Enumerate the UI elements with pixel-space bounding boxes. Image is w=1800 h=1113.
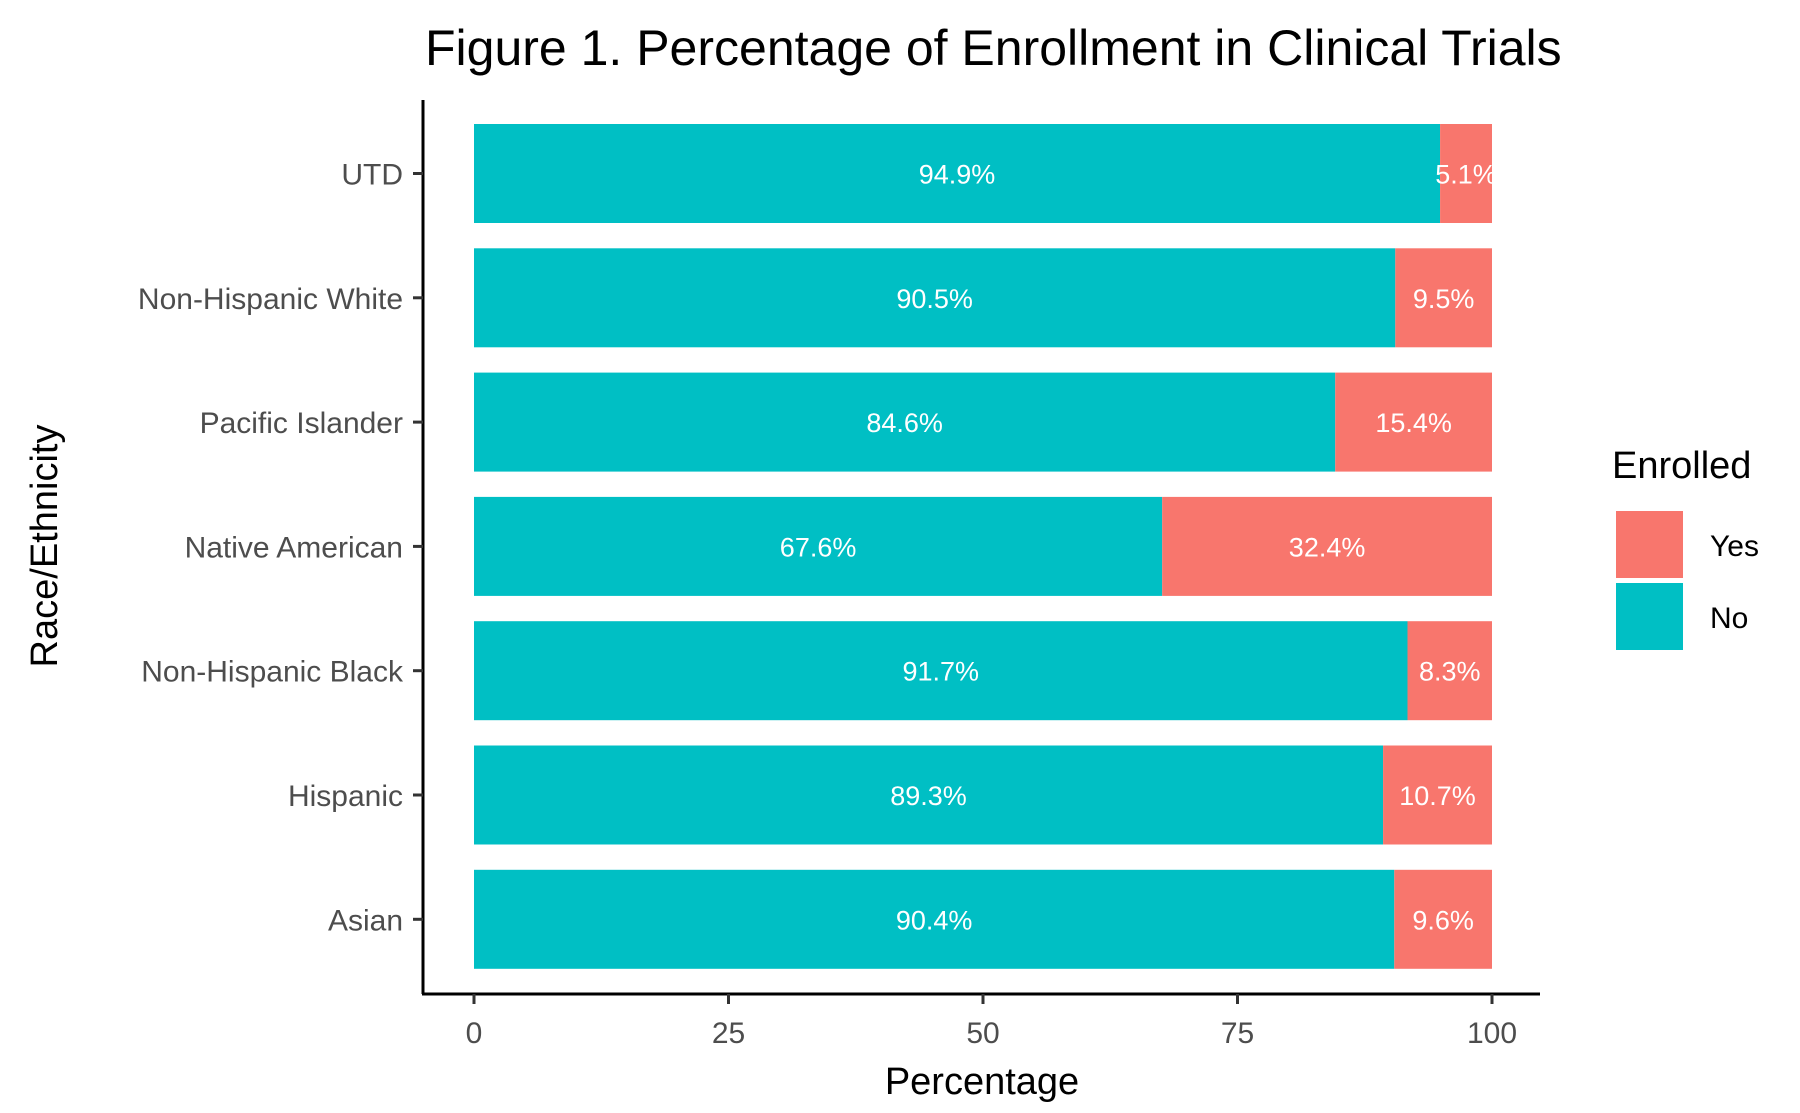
legend-title: Enrolled bbox=[1612, 445, 1751, 487]
x-tick-label-0: 0 bbox=[466, 1017, 483, 1050]
bar-label-yes-5: 10.7% bbox=[1399, 781, 1476, 811]
bar-yes-1 bbox=[1395, 248, 1492, 348]
bar-label-no-5: 89.3% bbox=[890, 781, 967, 811]
y-tick-label-2: Pacific Islander bbox=[200, 407, 403, 440]
bar-label-no-3: 67.6% bbox=[780, 532, 857, 562]
bar-yes-2 bbox=[1335, 372, 1492, 472]
y-axis-ticks: UTD Non-Hispanic White Pacific Islander Nat… bbox=[138, 159, 423, 937]
bar-label-no-0: 94.9% bbox=[919, 160, 996, 190]
legend-key-yes bbox=[1616, 511, 1683, 578]
y-tick-label-0: UTD bbox=[341, 159, 403, 192]
bar-no-2 bbox=[474, 372, 1336, 472]
bar-no-1 bbox=[474, 248, 1396, 348]
y-tick-label-1: Non-Hispanic White bbox=[138, 283, 403, 316]
bar-label-yes-3: 32.4% bbox=[1289, 532, 1366, 562]
bar-no-5 bbox=[474, 745, 1384, 845]
bar-no-4 bbox=[474, 621, 1408, 721]
bar-yes-3 bbox=[1162, 496, 1492, 596]
y-axis-title: Race/Ethnicity bbox=[24, 425, 66, 668]
x-axis-title: Percentage bbox=[885, 1061, 1079, 1103]
bar-no-3 bbox=[474, 496, 1163, 596]
bar-label-yes-2: 15.4% bbox=[1375, 408, 1452, 438]
bar-yes-0 bbox=[1440, 124, 1492, 223]
y-tick-label-4: Non-Hispanic Black bbox=[141, 656, 404, 689]
bar-label-no-1: 90.5% bbox=[896, 284, 973, 314]
bar-yes-6 bbox=[1394, 869, 1492, 969]
bar-label-no-6: 90.4% bbox=[896, 905, 973, 935]
chart-title: Figure 1. Percentage of Enrollment in Cl… bbox=[425, 20, 1562, 76]
bar-no-6 bbox=[474, 869, 1395, 969]
bar-label-no-4: 91.7% bbox=[902, 657, 979, 687]
bar-label-yes-4: 8.3% bbox=[1419, 657, 1481, 687]
x-tick-label-4: 100 bbox=[1467, 1017, 1517, 1050]
bar-label-yes-1: 9.5% bbox=[1413, 284, 1475, 314]
legend: Yes No bbox=[1616, 511, 1759, 650]
bar-label-yes-6: 9.6% bbox=[1412, 905, 1474, 935]
legend-label-no: No bbox=[1710, 602, 1748, 635]
bar-label-no-2: 84.6% bbox=[866, 408, 943, 438]
legend-label-yes: Yes bbox=[1710, 530, 1759, 563]
x-tick-label-2: 50 bbox=[966, 1017, 999, 1050]
bar-yes-5 bbox=[1383, 745, 1492, 845]
y-tick-label-5: Hispanic bbox=[288, 780, 403, 813]
legend-key-no bbox=[1616, 583, 1683, 650]
plot-bars bbox=[474, 124, 1492, 969]
bar-label-yes-0: 5.1% bbox=[1435, 160, 1497, 190]
bar-labels: 94.9% 5.1% 90.5% 9.5% 84.6% 15.4% 67.6% 32.4% 91… bbox=[780, 160, 1497, 936]
y-tick-label-6: Asian bbox=[328, 904, 403, 937]
bar-no-0 bbox=[474, 124, 1441, 223]
x-axis-ticks: 0 25 50 75 100 bbox=[466, 994, 1517, 1050]
y-tick-label-3: Native American bbox=[185, 531, 403, 564]
x-tick-label-1: 25 bbox=[712, 1017, 745, 1050]
x-tick-label-3: 75 bbox=[1221, 1017, 1254, 1050]
bar-yes-4 bbox=[1407, 621, 1492, 721]
